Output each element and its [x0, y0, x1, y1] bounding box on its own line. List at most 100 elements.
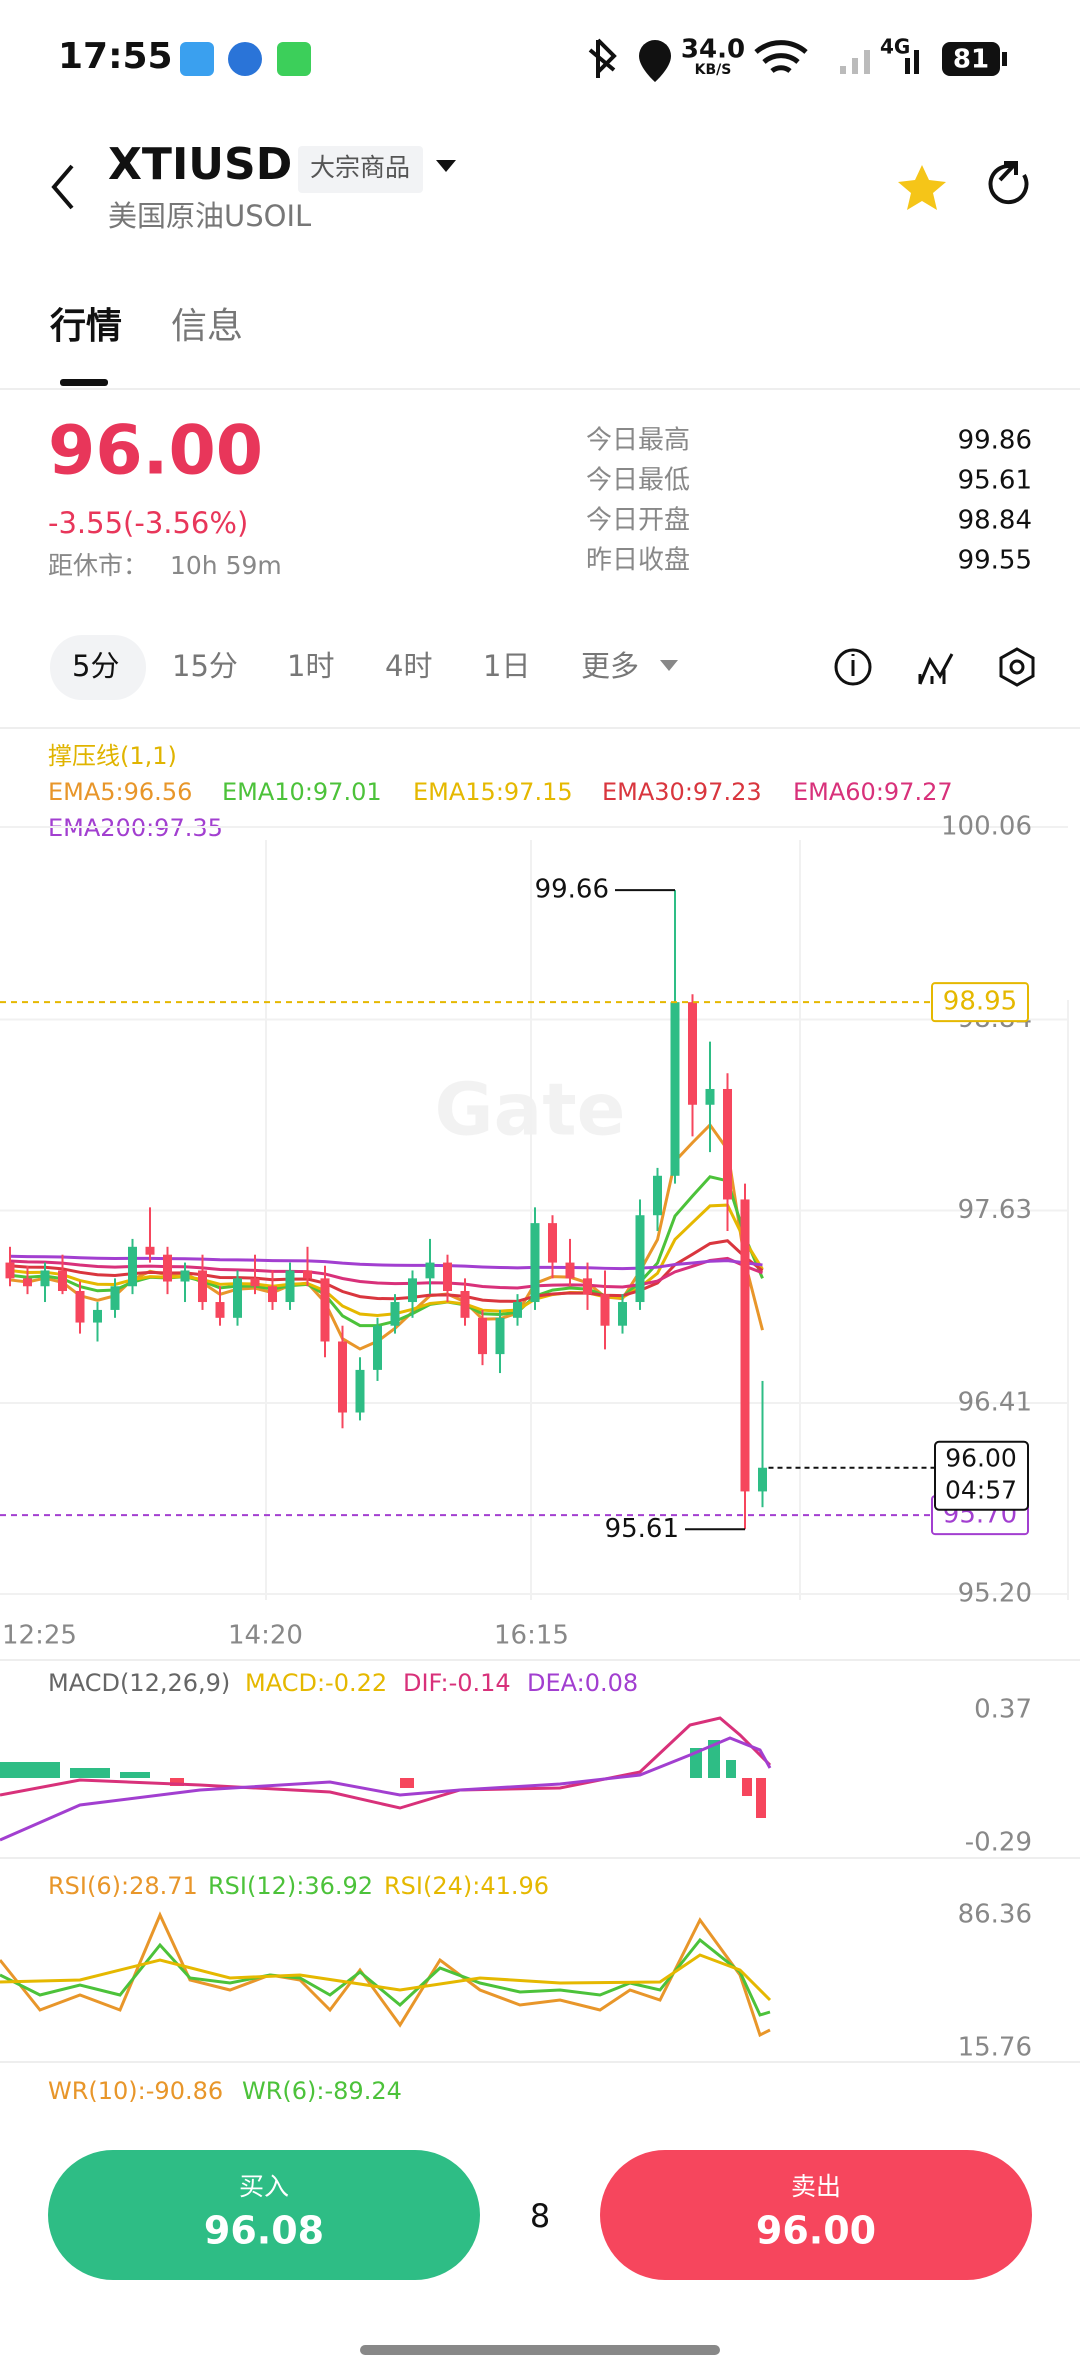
min-label: 95.61	[605, 1514, 679, 1544]
macd-histogram	[0, 1740, 766, 1818]
candle-body	[530, 1223, 540, 1303]
candle-body	[705, 1088, 715, 1105]
interval[interactable]: 更多	[581, 649, 639, 683]
ema-legend: EMA30:97.23	[602, 778, 762, 806]
buy-button[interactable]	[48, 2150, 480, 2280]
x-tick-label: 12:25	[2, 1621, 77, 1651]
candle-body	[723, 1088, 732, 1200]
tag-bg	[298, 146, 423, 193]
network-type: 4G	[880, 35, 910, 59]
macd-legend: DEA:0.08	[527, 1669, 638, 1697]
net-speed: 34.0	[681, 35, 745, 65]
candle-body	[355, 1369, 365, 1413]
candle-body	[373, 1325, 382, 1370]
stat-label: 昨日收盘	[586, 546, 690, 576]
app-icon	[277, 42, 311, 76]
sell-price: 96.00	[756, 2209, 876, 2253]
battery-level: 81	[953, 45, 989, 75]
interval[interactable]: 5分	[72, 649, 119, 683]
candle-body	[390, 1302, 400, 1326]
candle-body	[145, 1246, 155, 1255]
macd-tick: -0.29	[965, 1828, 1032, 1858]
more-dropdown[interactable]	[660, 660, 678, 671]
app-icon	[228, 42, 262, 76]
close-label: 距休市：	[48, 551, 148, 580]
ema-legend: EMA5:96.56	[48, 778, 192, 806]
candle-body	[5, 1262, 15, 1279]
candle-body	[285, 1270, 295, 1303]
candle-body	[635, 1215, 645, 1303]
candle-body	[215, 1302, 225, 1318]
resistance-line-box	[931, 982, 1029, 1023]
indicator-label: 撑压线(1,1)	[48, 742, 177, 770]
candle-body	[443, 1262, 452, 1291]
candle-body	[110, 1286, 120, 1310]
wr-legend: WR(10):-90.86	[48, 2077, 223, 2105]
candle-body	[40, 1270, 50, 1287]
settings-icon[interactable]	[999, 647, 1035, 687]
info-icon[interactable]	[834, 648, 872, 686]
candle-body	[163, 1254, 172, 1282]
instrument-name: 美国原油USOIL	[108, 199, 311, 233]
y-tick-label: 97.63	[958, 1195, 1032, 1225]
stat-value: 99.86	[958, 426, 1032, 456]
candle-body	[670, 1002, 680, 1176]
candle-body	[198, 1270, 207, 1303]
wifi-icon	[754, 40, 808, 74]
battery-tip	[1002, 52, 1007, 66]
last-price-box	[934, 1440, 1029, 1511]
macd-legend: DIF:-0.14	[403, 1669, 511, 1697]
ema-legend: EMA60:97.27	[793, 778, 953, 806]
candle-body	[740, 1199, 750, 1492]
bluetooth-icon	[588, 38, 617, 78]
interval[interactable]: 1日	[483, 649, 530, 683]
price-change: -3.55(-3.56%)	[48, 506, 248, 540]
share-icon[interactable]	[988, 161, 1029, 205]
rsi24-line	[0, 1953, 772, 2002]
sell-button[interactable]	[600, 2150, 1032, 2280]
candle-body	[618, 1302, 627, 1326]
macd-legend: MACD:-0.22	[245, 1669, 387, 1697]
candle-body	[75, 1290, 85, 1323]
settings-icon-center	[1009, 659, 1025, 675]
tab[interactable]: 信息	[171, 306, 243, 347]
interval[interactable]: 1时	[287, 649, 334, 683]
stat-label: 今日最高	[586, 426, 690, 456]
candle-body	[23, 1278, 32, 1287]
candle-body	[233, 1278, 242, 1318]
candle-body	[408, 1278, 417, 1303]
interval[interactable]: 4时	[385, 649, 432, 683]
macd-tick: 0.37	[974, 1695, 1032, 1725]
buy-price: 96.08	[204, 2209, 324, 2253]
rsi-tick: 86.36	[958, 1900, 1032, 1930]
candle-body	[758, 1467, 767, 1492]
stat-value: 95.61	[958, 466, 1032, 496]
battery-icon	[942, 42, 1000, 76]
favorite-star[interactable]	[898, 165, 946, 210]
stat-label: 今日开盘	[586, 506, 690, 536]
wr-legend: WR(6):-89.24	[242, 2077, 402, 2105]
tab-indicator	[60, 379, 108, 386]
signal-icon	[905, 50, 919, 74]
candle-body	[460, 1290, 470, 1318]
y-tick-label: 100.06	[941, 812, 1032, 842]
indicator-icon[interactable]	[918, 653, 954, 685]
rsi-tick: 15.76	[958, 2033, 1032, 2063]
stat-value: 98.84	[958, 506, 1032, 536]
candle-body	[93, 1309, 102, 1323]
countdown: 04:57	[945, 1476, 1017, 1505]
dropdown-icon[interactable]	[436, 160, 456, 172]
candle-body	[303, 1270, 312, 1279]
macd-legend: MACD(12,26,9)	[48, 1669, 230, 1697]
ema-legend: EMA10:97.01	[222, 778, 382, 806]
back-button[interactable]	[51, 164, 74, 210]
macd-dea-line	[0, 1736, 772, 1842]
close-time: 10h 59m	[170, 551, 282, 580]
tab-active[interactable]: 行情	[50, 306, 122, 347]
max-label: 99.66	[535, 875, 609, 905]
candle-body	[58, 1270, 67, 1291]
interval-pill	[50, 635, 146, 700]
candle-body	[425, 1262, 435, 1279]
interval[interactable]: 15分	[172, 649, 238, 683]
stat-label: 今日最低	[586, 466, 690, 496]
